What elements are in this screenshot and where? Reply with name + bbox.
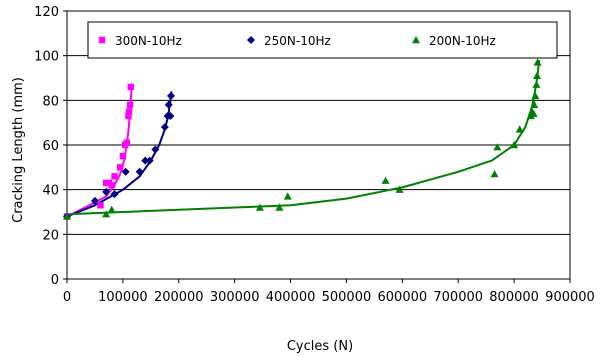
data-point-0-10: [125, 112, 132, 120]
data-point-2-0: [63, 212, 71, 220]
data-point-2-7: [395, 185, 404, 193]
y-tick-label-3: 60: [42, 139, 59, 154]
data-point-1-8: [151, 145, 160, 154]
data-point-1-12: [166, 111, 175, 120]
data-point-2-2: [107, 205, 116, 213]
data-point-0-5: [111, 173, 118, 180]
y-tick-label-6: 120: [34, 5, 59, 20]
x-tick-label-3: 300000: [210, 290, 260, 305]
data-point-0-7: [119, 152, 127, 160]
legend-label-1: 250N-10Hz: [264, 34, 331, 48]
x-tick-label-8: 800000: [489, 290, 539, 305]
x-tick-label-0: 0: [63, 290, 71, 305]
y-tick-label-1: 20: [42, 228, 59, 243]
x-tick-label-2: 200000: [154, 290, 204, 305]
data-point-0-11: [125, 108, 133, 115]
data-point-2-3: [255, 203, 264, 211]
data-point-2-14: [529, 109, 538, 117]
y-tick-label-0: 0: [51, 273, 59, 288]
y-axis-ticks: 0 20 40 60 80 100 120: [34, 5, 67, 288]
data-point-1-6: [141, 156, 150, 165]
data-point-2-19: [533, 58, 542, 66]
y-axis-title: Cracking Length (mm): [11, 77, 26, 223]
data-point-0-9: [123, 139, 131, 146]
data-point-1-13: [166, 91, 175, 100]
data-point-0-13: [127, 83, 134, 91]
gridlines: [67, 55, 570, 235]
x-tick-label-7: 700000: [433, 290, 483, 305]
data-point-1-9: [160, 123, 169, 132]
y-tick-label-4: 80: [42, 94, 59, 109]
legend-marker-0: [98, 36, 106, 44]
data-point-1-1: [90, 196, 99, 205]
data-point-0-12: [126, 101, 134, 108]
x-tick-label-9: 900000: [545, 290, 595, 305]
data-point-2-10: [510, 141, 519, 149]
data-point-1-7: [145, 156, 154, 165]
data-point-1-5: [135, 167, 144, 176]
data-point-2-5: [283, 192, 292, 200]
data-point-2-18: [533, 71, 542, 79]
data-point-1-11: [164, 100, 173, 109]
legend-marker-1: [247, 36, 255, 44]
data-point-2-1: [102, 210, 111, 218]
data-point-2-16: [531, 91, 540, 100]
data-point-1-4: [121, 167, 130, 176]
data-point-0-1: [97, 202, 104, 209]
x-tick-label-6: 600000: [378, 290, 428, 305]
legend-label-0: 300N-10Hz: [115, 34, 182, 48]
y-tick-label-2: 40: [42, 184, 59, 199]
data-point-2-6: [381, 176, 390, 184]
data-point-2-11: [515, 125, 524, 133]
legend: 300N-10Hz 250N-10Hz 200N-10Hz: [87, 21, 558, 59]
data-point-1-2: [102, 187, 111, 196]
legend-box: [87, 21, 558, 59]
x-axis-title: Cycles (N): [287, 339, 353, 354]
data-point-2-4: [275, 203, 284, 211]
data-point-1-3: [110, 190, 119, 199]
x-tick-label-5: 500000: [322, 290, 372, 305]
x-tick-label-4: 400000: [266, 290, 316, 305]
x-axis-ticks: 0 100000 200000 300000 400000 500000 600000 700…: [63, 279, 595, 305]
y-tick-label-5: 100: [34, 50, 59, 65]
data-points: [63, 58, 542, 221]
data-point-2-8: [490, 170, 499, 178]
data-point-0-4: [108, 182, 115, 189]
data-point-2-15: [530, 100, 539, 108]
legend-marker-2: [412, 36, 420, 44]
legend-label-2: 200N-10Hz: [429, 34, 496, 48]
data-point-2-9: [493, 143, 502, 151]
x-tick-label-1: 100000: [98, 290, 148, 305]
data-point-2-17: [532, 80, 541, 88]
data-point-0-6: [116, 164, 124, 171]
